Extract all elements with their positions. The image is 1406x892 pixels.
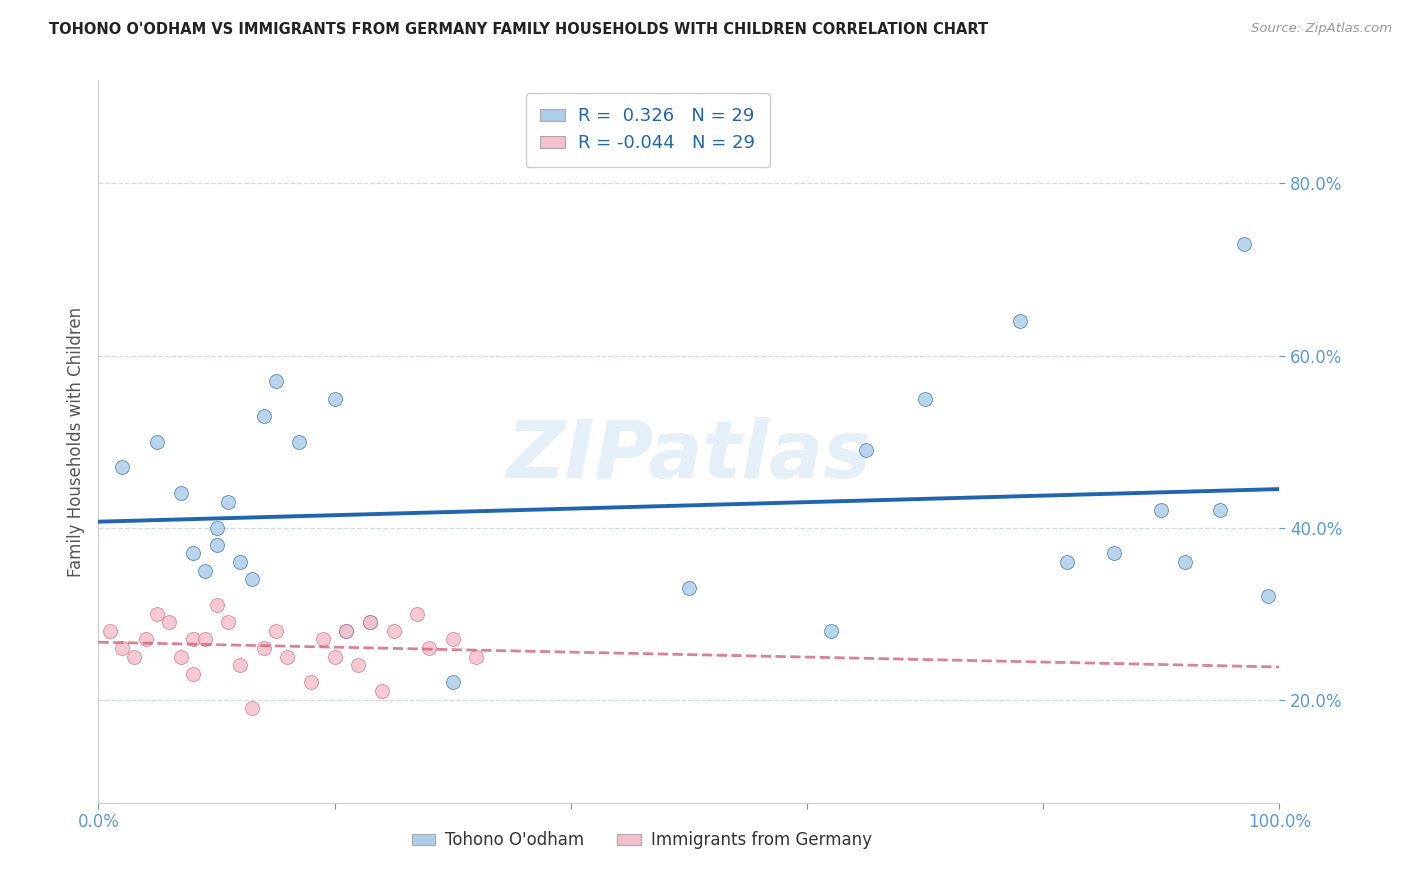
Point: [253, 409, 276, 423]
Point: [441, 675, 464, 690]
Point: [98, 624, 121, 638]
Point: [217, 615, 239, 630]
Point: [111, 460, 134, 475]
Point: [1257, 590, 1279, 604]
Point: [406, 607, 429, 621]
Point: [1056, 555, 1078, 569]
Point: [347, 658, 370, 673]
Point: [181, 546, 204, 560]
Point: [441, 632, 464, 647]
Y-axis label: Family Households with Children: Family Households with Children: [66, 307, 84, 576]
Point: [205, 538, 228, 552]
Point: [240, 572, 263, 586]
Point: [359, 615, 381, 630]
Text: Source: ZipAtlas.com: Source: ZipAtlas.com: [1251, 22, 1392, 36]
Point: [335, 624, 357, 638]
Point: [146, 607, 169, 621]
Point: [146, 434, 169, 449]
Point: [264, 624, 287, 638]
Point: [465, 649, 488, 664]
Point: [678, 581, 700, 595]
Point: [181, 632, 204, 647]
Point: [855, 443, 877, 458]
Point: [288, 434, 311, 449]
Point: [359, 615, 381, 630]
Point: [205, 598, 228, 612]
Point: [1174, 555, 1197, 569]
Point: [217, 494, 239, 508]
Point: [1150, 503, 1173, 517]
Point: [264, 375, 287, 389]
Point: [1209, 503, 1232, 517]
Point: [205, 520, 228, 534]
Point: [418, 640, 440, 655]
Point: [181, 666, 204, 681]
Point: [229, 658, 252, 673]
Point: [1008, 314, 1031, 328]
Point: [240, 701, 263, 715]
Point: [194, 564, 217, 578]
Point: [122, 649, 145, 664]
Point: [157, 615, 180, 630]
Point: [335, 624, 357, 638]
Point: [194, 632, 217, 647]
Point: [382, 624, 405, 638]
Point: [371, 684, 394, 698]
Point: [111, 640, 134, 655]
Point: [135, 632, 157, 647]
Point: [170, 649, 193, 664]
Point: [323, 649, 346, 664]
Point: [914, 392, 936, 406]
Point: [820, 624, 842, 638]
Point: [1102, 546, 1125, 560]
Point: [170, 486, 193, 500]
Legend: Tohono O'odham, Immigrants from Germany: Tohono O'odham, Immigrants from Germany: [405, 824, 879, 856]
Text: ZIPatlas: ZIPatlas: [506, 417, 872, 495]
Point: [299, 675, 322, 690]
Text: TOHONO O'ODHAM VS IMMIGRANTS FROM GERMANY FAMILY HOUSEHOLDS WITH CHILDREN CORREL: TOHONO O'ODHAM VS IMMIGRANTS FROM GERMAN…: [49, 22, 988, 37]
Point: [1233, 236, 1256, 251]
Point: [276, 649, 298, 664]
Point: [229, 555, 252, 569]
Point: [253, 640, 276, 655]
Point: [312, 632, 335, 647]
Point: [323, 392, 346, 406]
